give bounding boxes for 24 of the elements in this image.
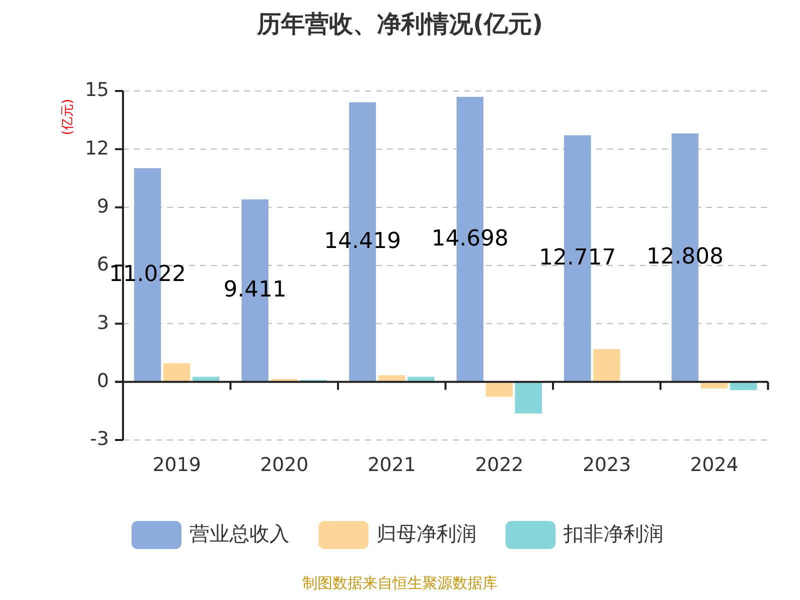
y-tick-label: 12 — [84, 137, 109, 160]
x-tick-label: 2020 — [260, 454, 308, 476]
y-tick-label: 0 — [96, 370, 109, 392]
legend-label: 营业总收入 — [190, 521, 290, 546]
y-tick-label: 6 — [96, 254, 109, 276]
x-tick-label: 2024 — [690, 454, 738, 476]
y-axis-title: (亿元) — [60, 98, 76, 136]
y-tick-label: 9 — [96, 196, 109, 218]
legend-label: 扣非净利润 — [562, 521, 664, 546]
data-label: 14.419 — [324, 229, 401, 254]
y-tick-label: -3 — [90, 428, 109, 450]
data-label: 14.698 — [432, 226, 508, 252]
x-tick-label: 2019 — [152, 454, 201, 476]
y-tick-label: 3 — [96, 312, 109, 334]
x-tick-label: 2022 — [475, 454, 524, 476]
data-label: 9.411 — [224, 278, 286, 303]
x-tick-label: 2023 — [582, 454, 631, 476]
legend-label: 归母净利润 — [376, 521, 476, 546]
data-label: 12.717 — [539, 246, 616, 271]
text: 制图数据来自恒生聚源数据库 — [302, 574, 498, 592]
data-label: 12.808 — [646, 244, 724, 270]
chart-title: 历年营收、净利情况(亿元) — [256, 10, 543, 38]
x-tick-label: 2021 — [368, 454, 416, 476]
y-tick-label: 15 — [84, 79, 109, 102]
